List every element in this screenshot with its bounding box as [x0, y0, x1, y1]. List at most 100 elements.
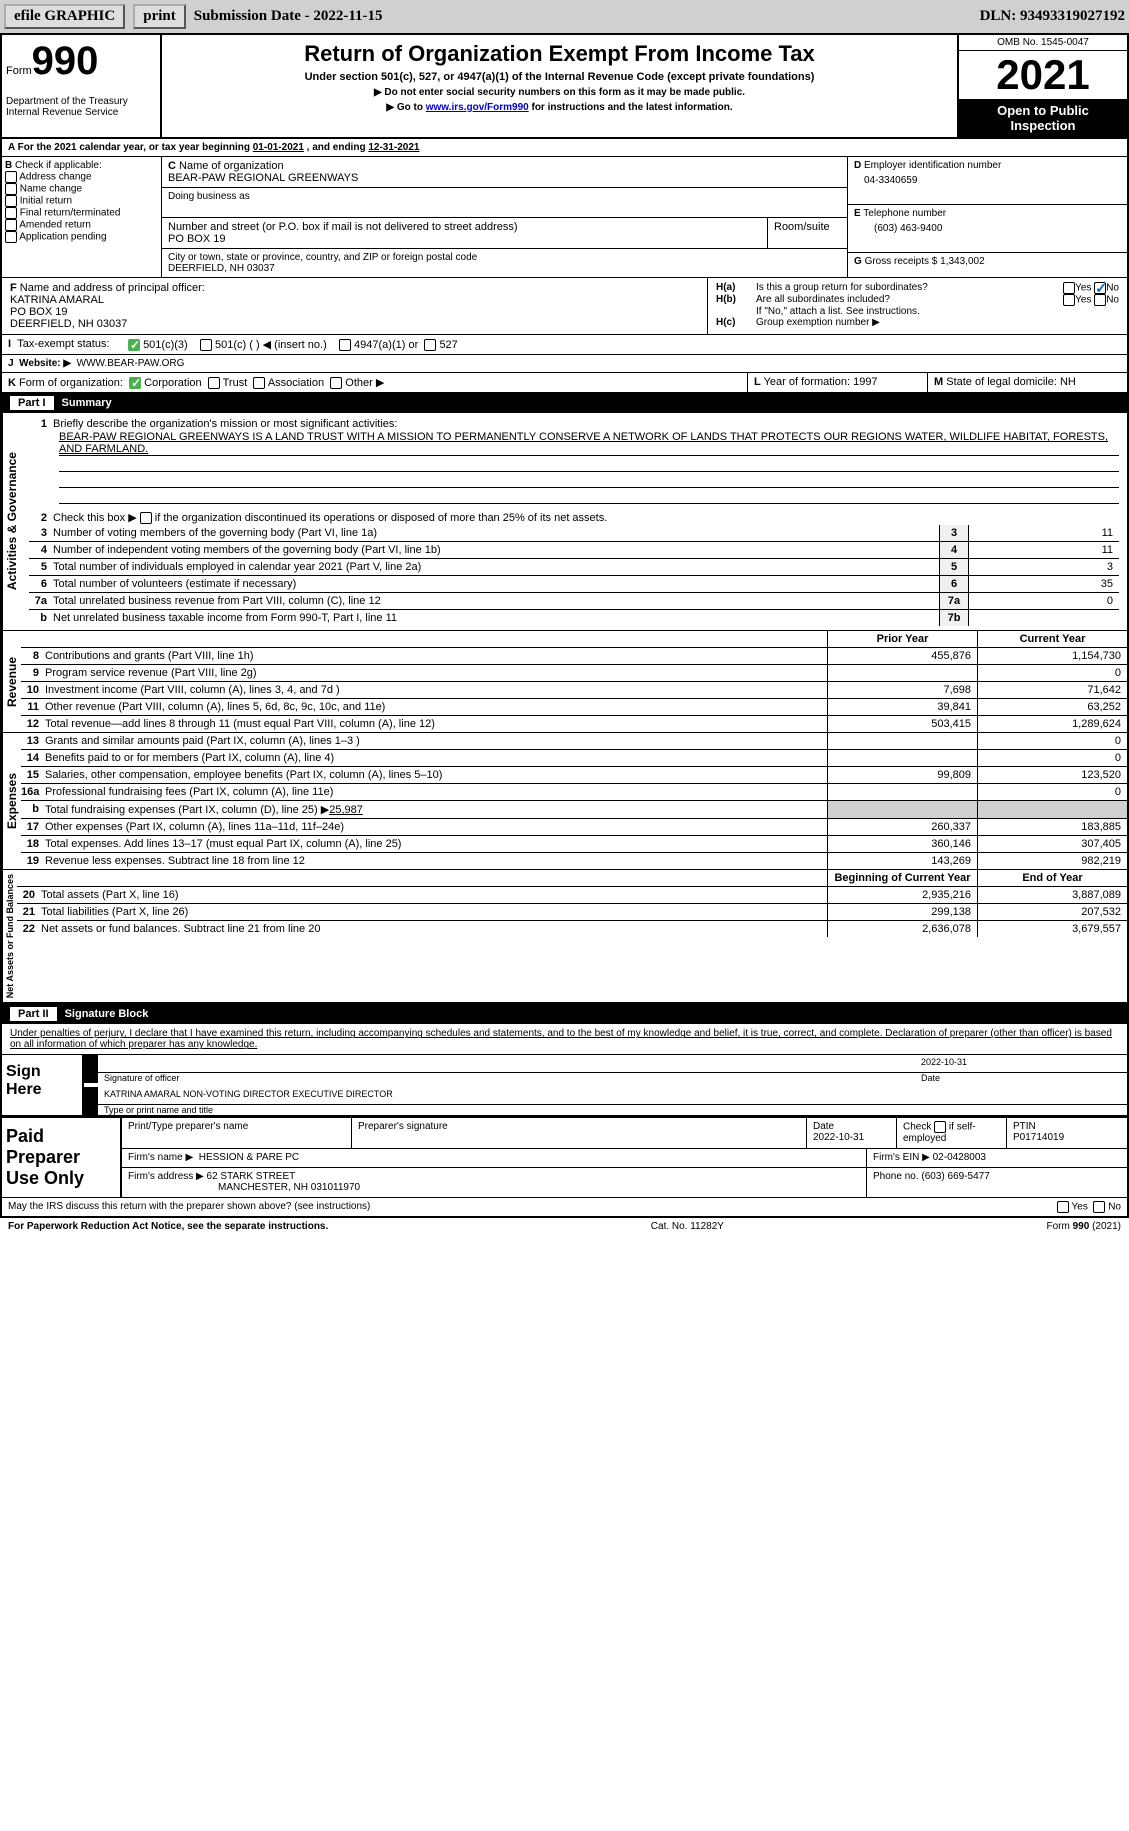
hb-yes[interactable]: [1063, 294, 1075, 306]
firm-name: HESSION & PARE PC: [199, 1152, 299, 1163]
c13: 0: [977, 733, 1127, 749]
dln: DLN: 93493319027192: [980, 8, 1125, 25]
city-label: City or town, state or province, country…: [168, 252, 841, 263]
ha-no[interactable]: [1094, 282, 1106, 294]
discuss-yes[interactable]: [1057, 1201, 1069, 1213]
efile-button[interactable]: efile GRAPHIC: [4, 4, 125, 29]
discuss-no[interactable]: [1093, 1201, 1105, 1213]
line-a: A For the 2021 calendar year, or tax yea…: [2, 139, 1127, 157]
col-c: C Name of organization BEAR-PAW REGIONAL…: [162, 157, 847, 277]
p21: 299,138: [827, 904, 977, 920]
col-b: B Check if applicable: Address change Na…: [2, 157, 162, 277]
instruction-1: ▶ Do not enter social security numbers o…: [170, 87, 949, 98]
submission-date-label: Submission Date - 2022-11-15: [194, 8, 383, 25]
check-amended[interactable]: [5, 219, 17, 231]
c8: 1,154,730: [977, 648, 1127, 664]
check-501c[interactable]: [200, 339, 212, 351]
year-cell: OMB No. 1545-0047 2021 Open to Public In…: [957, 35, 1127, 137]
val-7a: 0: [969, 593, 1119, 609]
arrow-icon: [84, 1055, 98, 1083]
c11: 63,252: [977, 699, 1127, 715]
p15: 99,809: [827, 767, 977, 783]
p22: 2,636,078: [827, 921, 977, 937]
officer-name: KATRINA AMARAL: [10, 294, 699, 306]
p17: 260,337: [827, 819, 977, 835]
col-d: D Employer identification number 04-3340…: [847, 157, 1127, 277]
firm-ein: 02-0428003: [933, 1152, 986, 1163]
check-self-employed[interactable]: [934, 1121, 946, 1133]
instruction-2: ▶ Go to www.irs.gov/Form990 for instruct…: [170, 102, 949, 113]
officer-addr2: DEERFIELD, NH 03037: [10, 318, 699, 330]
val-7b: [969, 610, 1119, 626]
check-527[interactable]: [424, 339, 436, 351]
website: WWW.BEAR-PAW.ORG: [77, 358, 185, 369]
p13: [827, 733, 977, 749]
phone: (603) 463-9400: [854, 219, 1121, 234]
p14: [827, 750, 977, 766]
revenue-section: Revenue Prior YearCurrent Year 8Contribu…: [2, 631, 1127, 733]
top-bar: efile GRAPHIC print Submission Date - 20…: [0, 0, 1129, 33]
c15: 123,520: [977, 767, 1127, 783]
check-final[interactable]: [5, 207, 17, 219]
line-i: I Tax-exempt status: 501(c)(3) 501(c) ( …: [2, 335, 1127, 355]
p19: 143,269: [827, 853, 977, 869]
form-number: 990: [32, 39, 99, 83]
ha-yes[interactable]: [1063, 282, 1075, 294]
org-name: BEAR-PAW REGIONAL GREENWAYS: [168, 172, 841, 184]
info-grid: B Check if applicable: Address change Na…: [2, 157, 1127, 278]
part2-header: Part II Signature Block: [2, 1004, 1127, 1024]
check-4947[interactable]: [339, 339, 351, 351]
netassets-section: Net Assets or Fund Balances Beginning of…: [2, 870, 1127, 1004]
c10: 71,642: [977, 682, 1127, 698]
end-year-header: End of Year: [977, 870, 1127, 886]
c18: 307,405: [977, 836, 1127, 852]
check-initial[interactable]: [5, 195, 17, 207]
prep-date: 2022-10-31: [813, 1132, 890, 1143]
check-address[interactable]: [5, 171, 17, 183]
p9: [827, 665, 977, 681]
c12: 1,289,624: [977, 716, 1127, 732]
p18: 360,146: [827, 836, 977, 852]
check-corp[interactable]: [129, 377, 141, 389]
check-name[interactable]: [5, 183, 17, 195]
p11: 39,841: [827, 699, 977, 715]
check-trust[interactable]: [208, 377, 220, 389]
hb-note: If "No," attach a list. See instructions…: [716, 306, 1119, 317]
fh-row: F Name and address of principal officer:…: [2, 278, 1127, 335]
activities-section: Activities & Governance 1Briefly describ…: [2, 413, 1127, 631]
check-assoc[interactable]: [253, 377, 265, 389]
p8: 455,876: [827, 648, 977, 664]
omb-number: OMB No. 1545-0047: [959, 35, 1127, 51]
check-application[interactable]: [5, 231, 17, 243]
check-other[interactable]: [330, 377, 342, 389]
c19: 982,219: [977, 853, 1127, 869]
current-year-header: Current Year: [977, 631, 1127, 647]
year-formation: 1997: [853, 376, 877, 388]
expenses-section: Expenses 13Grants and similar amounts pa…: [2, 733, 1127, 870]
state-domicile: NH: [1060, 376, 1076, 388]
org-city: DEERFIELD, NH 03037: [168, 263, 841, 274]
firm-phone: (603) 669-5477: [921, 1171, 989, 1182]
part1-header: Part I Summary: [2, 393, 1127, 413]
footer: For Paperwork Reduction Act Notice, see …: [0, 1218, 1129, 1235]
ein: 04-3340659: [854, 171, 1121, 186]
irs-link[interactable]: www.irs.gov/Form990: [426, 102, 529, 113]
expenses-label: Expenses: [2, 733, 21, 869]
officer-name-title: KATRINA AMARAL NON-VOTING DIRECTOR EXECU…: [98, 1087, 1127, 1105]
sign-label-2: Here: [6, 1081, 78, 1099]
v16b: 25,987: [329, 804, 363, 816]
print-button[interactable]: print: [133, 4, 186, 29]
firm-addr2: MANCHESTER, NH 031011970: [128, 1182, 360, 1193]
p20: 2,935,216: [827, 887, 977, 903]
check-discontinued[interactable]: [140, 512, 152, 524]
c17: 183,885: [977, 819, 1127, 835]
part2-title: Signature Block: [65, 1008, 149, 1020]
dept-treasury: Department of the Treasury: [6, 96, 156, 107]
line-klm: K Form of organization: Corporation Trus…: [2, 373, 1127, 393]
val-5: 3: [969, 559, 1119, 575]
val-4: 11: [969, 542, 1119, 558]
open-to-public: Open to Public Inspection: [959, 99, 1127, 137]
dba-label: Doing business as: [168, 191, 841, 202]
check-501c3[interactable]: [128, 339, 140, 351]
cat-no: Cat. No. 11282Y: [651, 1221, 724, 1232]
